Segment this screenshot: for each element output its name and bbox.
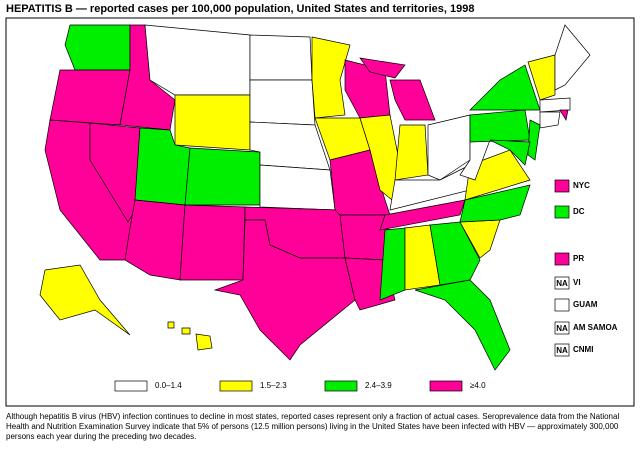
- frame: [5, 17, 635, 407]
- legend: 0.0–1.4 1.5–2.3 2.4–3.9 ≥4.0: [114, 380, 486, 392]
- state: [459, 184, 531, 223]
- state: [469, 64, 541, 111]
- state: [144, 24, 251, 96]
- territory-swatch: [554, 276, 570, 290]
- legend-swatch: [219, 380, 253, 392]
- state: [167, 321, 175, 329]
- legend-label: 0.0–1.4: [155, 381, 182, 390]
- state: [414, 279, 511, 371]
- state: [469, 109, 531, 143]
- territory-label: GUAM: [573, 300, 598, 309]
- state: [213, 219, 356, 361]
- legend-swatch: [324, 380, 358, 392]
- territory-swatch: [554, 252, 570, 266]
- territory-swatch: [554, 343, 570, 357]
- state: [554, 24, 591, 91]
- territory-swatch: [554, 298, 570, 312]
- state: [359, 57, 406, 79]
- map-title: HEPATITIS B — reported cases per 100,000…: [6, 3, 475, 15]
- state: [389, 79, 436, 121]
- territory-badge: NA: [556, 279, 568, 288]
- state: [379, 199, 466, 231]
- state: [249, 121, 331, 171]
- legend-swatch: [114, 380, 148, 392]
- territory-label: AM SAMOA: [573, 323, 618, 332]
- legend-swatch: [429, 380, 463, 392]
- state: [89, 122, 141, 223]
- state: [249, 79, 316, 126]
- state: [539, 111, 561, 129]
- state: [195, 333, 213, 351]
- territory-swatch: [554, 205, 570, 219]
- territories: NYC DC PR NA VI GUAM NA AM SAMOA NA CNMI: [554, 179, 618, 357]
- state: [174, 94, 251, 151]
- state: [39, 264, 131, 336]
- state: [184, 147, 261, 206]
- legend-label: ≥4.0: [470, 381, 486, 390]
- footnote: Although hepatitis B virus (HBV) infecti…: [6, 412, 620, 441]
- states: [39, 24, 591, 371]
- territory-badge: NA: [556, 346, 568, 355]
- legend-label: 2.4–3.9: [365, 381, 392, 390]
- territory-label: VI: [573, 278, 581, 287]
- territory-badge: NA: [556, 324, 568, 333]
- territory-label: CNMI: [573, 345, 593, 354]
- territory-swatch: [554, 179, 570, 193]
- state: [259, 164, 336, 211]
- territory-label: NYC: [573, 181, 590, 190]
- state: [49, 69, 131, 126]
- territory-swatch: [554, 321, 570, 335]
- legend-label: 1.5–2.3: [260, 381, 287, 390]
- territory-label: DC: [573, 207, 585, 216]
- state: [64, 24, 131, 71]
- state: [559, 109, 569, 121]
- territory-label: PR: [573, 254, 584, 263]
- state: [394, 124, 429, 181]
- state: [527, 54, 556, 101]
- state: [527, 119, 541, 161]
- state: [427, 114, 471, 181]
- state: [249, 34, 313, 81]
- state: [539, 97, 571, 113]
- state: [489, 139, 531, 166]
- state: [311, 36, 351, 119]
- state: [179, 204, 246, 281]
- state: [124, 199, 186, 281]
- state: [429, 221, 481, 286]
- state: [181, 327, 191, 335]
